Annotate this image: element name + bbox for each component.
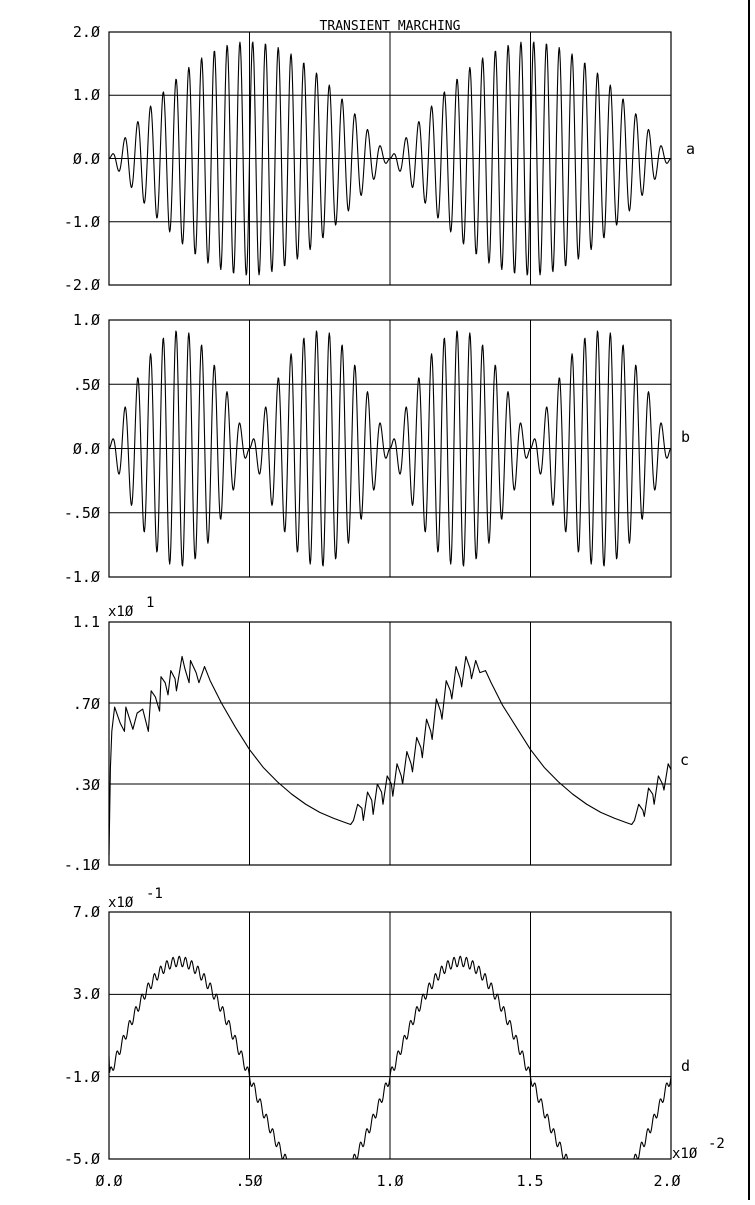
panel-c-grid: [109, 622, 671, 865]
panel-b-y-tick: -.5Ø: [64, 504, 100, 522]
panel-c-label: c: [680, 751, 689, 769]
panel-c-multiplier: x1Ø: [108, 604, 134, 620]
panel-c-frame: [108, 621, 672, 866]
panel-a-series-line: [108, 41, 672, 276]
panel-c-y-tick: 1.1: [73, 613, 100, 631]
panel-b-label: b: [681, 428, 690, 446]
panel-d-y-tick: 7.Ø: [73, 903, 100, 921]
x-tick-label: .5Ø: [235, 1172, 262, 1190]
panel-d-label: d: [681, 1057, 690, 1075]
panel-c-y-tick: .7Ø: [73, 695, 100, 713]
panel-b-y-tick: 1.Ø: [73, 311, 100, 329]
x-tick-label: 1.Ø: [376, 1172, 403, 1190]
panel-b-series-line: [108, 330, 672, 567]
panel-d-y-tick: -1.Ø: [64, 1068, 100, 1086]
panel-a-y-tick: 1.Ø: [73, 86, 100, 104]
panel-b-y-tick: Ø.Ø: [73, 440, 100, 458]
panel-a-y-tick: 2.Ø: [73, 23, 100, 41]
panel-d-grid: [109, 912, 671, 1159]
x-axis-multiplier-exponent: -2: [708, 1136, 725, 1152]
panel-b-frame: [108, 319, 672, 578]
panel-a-y-tick: -1.Ø: [64, 213, 100, 231]
right-border-rule: [748, 0, 750, 1200]
panel-d-y-tick: -5.Ø: [64, 1150, 100, 1168]
panel-b-y-tick: -1.Ø: [64, 568, 100, 586]
x-tick-label: Ø.Ø: [95, 1172, 122, 1190]
panel-d-frame: [108, 911, 672, 1160]
x-axis-multiplier: x1Ø: [672, 1146, 698, 1162]
panel-c-series-line: [108, 655, 672, 855]
panel-a-y-tick: -2.Ø: [64, 276, 100, 294]
panel-d-multiplier-exponent: -1: [146, 886, 163, 902]
panel-c-y-tick: .3Ø: [73, 776, 100, 794]
panel-b-y-tick: .5Ø: [73, 376, 100, 394]
panel-a-y-tick: Ø.Ø: [73, 150, 100, 168]
panel-d-multiplier: x1Ø: [108, 895, 134, 911]
panel-a-label: a: [686, 140, 695, 158]
panel-c-multiplier-exponent: 1: [146, 595, 154, 611]
panel-c-y-tick: -.1Ø: [64, 856, 100, 874]
panel-d-y-tick: 3.Ø: [73, 985, 100, 1003]
x-tick-label: 1.5: [516, 1172, 543, 1190]
panel-a-frame: [108, 31, 672, 286]
x-tick-label: 2.Ø: [653, 1172, 680, 1190]
chart-title: TRANSIENT MARCHING: [320, 19, 461, 34]
